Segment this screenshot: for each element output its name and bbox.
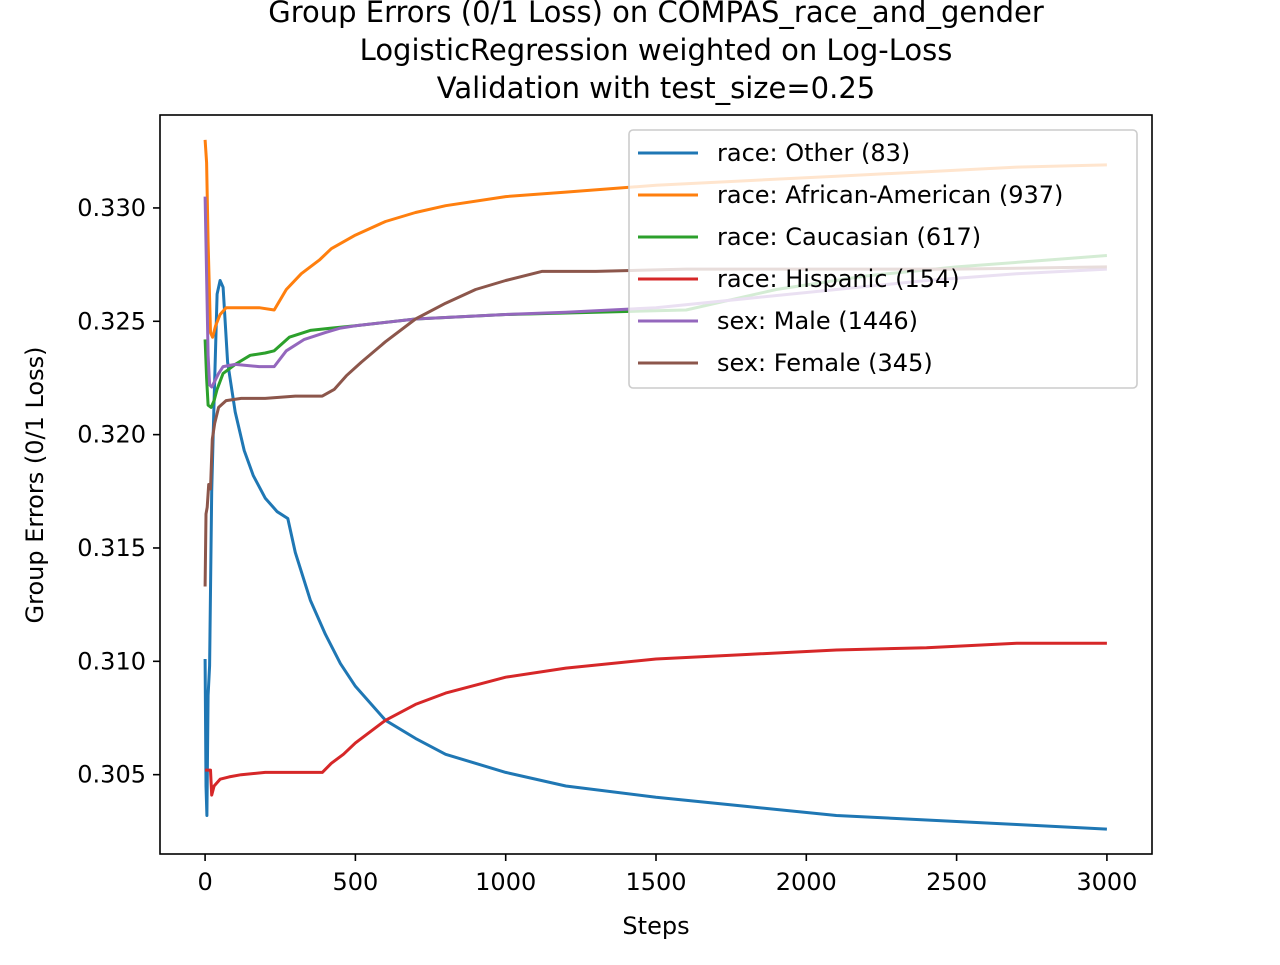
x-tick-label: 1000	[475, 868, 536, 896]
legend-label-6: sex: Female (345)	[717, 349, 933, 377]
x-tick-label: 2500	[926, 868, 987, 896]
series-lines	[203, 139, 1108, 831]
y-axis-label: Group Errors (0/1 Loss)	[21, 347, 49, 624]
axes: 0 500 1000 1500 2000 2500 3000 0.305 0.310 0.315 0…	[77, 114, 1153, 896]
legend-label-2: race: African-American (937)	[717, 181, 1063, 209]
y-tick-label: 0.305	[77, 761, 146, 789]
title-line-3: Validation with test_size=0.25	[437, 71, 875, 105]
legend-label-1: race: Other (83)	[717, 139, 910, 167]
x-tick-label: 500	[332, 868, 378, 896]
title-line-2: LogisticRegression weighted on Log-Loss	[360, 33, 953, 67]
legend-label-4: race: Hispanic (154)	[717, 265, 960, 293]
x-axis-label: Steps	[622, 912, 689, 940]
chart-title: Group Errors (0/1 Loss) on COMPAS_race_a…	[268, 0, 1044, 105]
legend-box	[628, 129, 1138, 389]
x-tick-label: 3000	[1076, 868, 1137, 896]
series-line-4	[205, 641, 1107, 797]
y-tick-label: 0.330	[77, 194, 146, 222]
x-tick-label: 1500	[625, 868, 686, 896]
y-tick-label: 0.320	[77, 421, 146, 449]
x-tick-label: 0	[197, 868, 212, 896]
y-tick-label: 0.310	[77, 647, 146, 675]
legend: race: Other (83) race: African-American (…	[628, 129, 1138, 389]
title-line-1: Group Errors (0/1 Loss) on COMPAS_race_a…	[268, 0, 1044, 29]
series-line-6	[203, 265, 1107, 587]
y-tick-label: 0.315	[77, 534, 146, 562]
x-tick-label: 2000	[776, 868, 837, 896]
legend-label-3: race: Caucasian (617)	[717, 223, 981, 251]
legend-label-5: sex: Male (1446)	[717, 307, 918, 335]
y-tick-label: 0.325	[77, 307, 146, 335]
